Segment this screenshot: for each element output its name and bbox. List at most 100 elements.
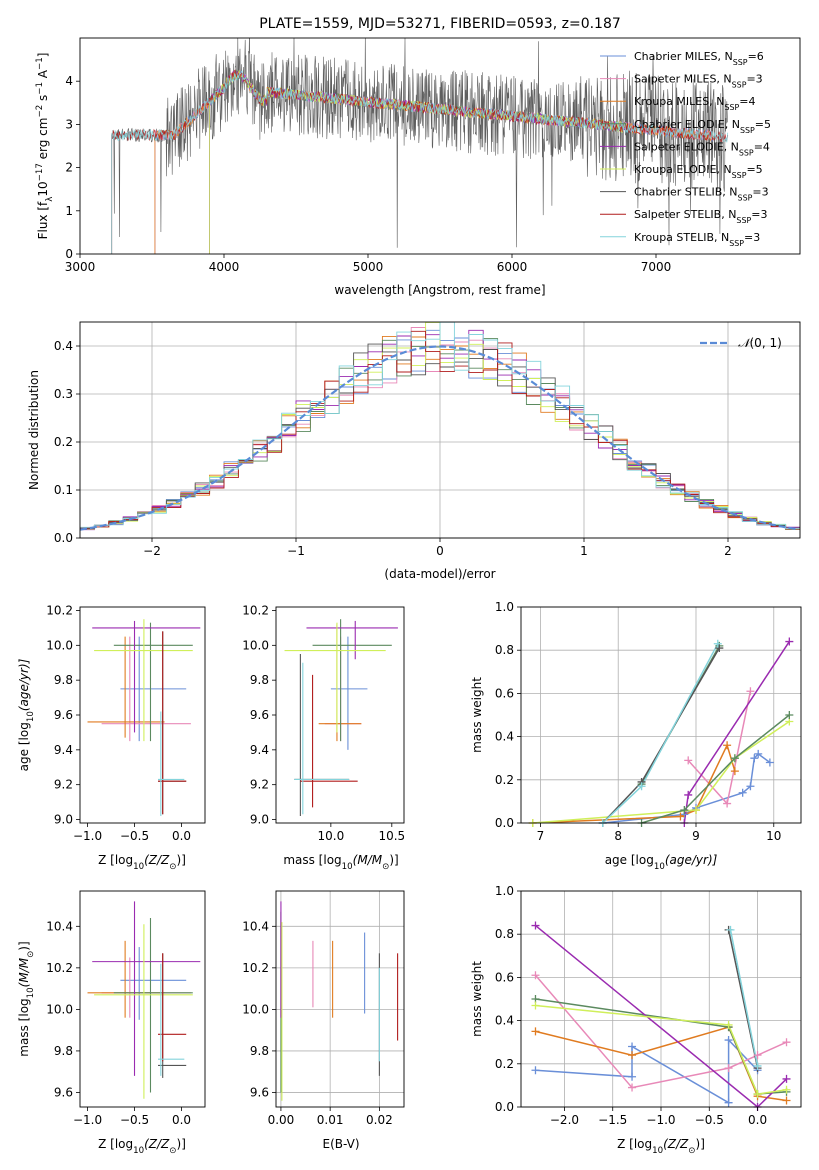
age-weight-axes: 7 8 9 10 0.0 0.2 0.4 0.6 0.8 1.0 <box>495 600 802 843</box>
label-part: Kroupa STELIB, N <box>634 231 729 244</box>
plot-area <box>87 901 201 1099</box>
label-part: (age/yr)] <box>665 853 718 867</box>
label-part: =4 <box>739 95 755 108</box>
y-axis-label: age [log10(age/yr)] <box>17 658 36 771</box>
y-tick-label: 0.2 <box>495 773 514 787</box>
y-tick-label: 0.4 <box>495 730 514 744</box>
y-tick-label: 9.8 <box>250 1044 269 1058</box>
label-part: =5 <box>746 163 762 176</box>
weight-marker-kroupa_miles <box>723 741 732 750</box>
x-tick-label: −1.5 <box>598 1113 627 1127</box>
y-axis-label: mass weight <box>470 677 484 753</box>
weight-marker-chabrier_miles <box>628 1042 637 1051</box>
y-tick-label: 9.6 <box>54 708 73 722</box>
label-part: Chabrier STELIB, N <box>634 186 738 199</box>
label-part: 10 <box>26 711 36 722</box>
residual-hist-kroupa_elodie <box>80 322 800 531</box>
y-tick-label: 0 <box>65 247 73 261</box>
plot-area <box>111 38 729 254</box>
y-tick-label: 10.2 <box>46 603 73 617</box>
x-tick-label: 8 <box>614 829 622 843</box>
label-part: Z [log <box>98 1137 133 1151</box>
y-tick-label: 0.0 <box>495 1100 514 1114</box>
y-tick-label: 10.0 <box>46 638 73 652</box>
y-tick-label: 0.8 <box>495 643 514 657</box>
residual-hist-salpeter_stelib <box>80 330 800 530</box>
y-tick-label: 9.8 <box>250 673 269 687</box>
weight-marker-kroupa_stelib <box>726 925 735 934</box>
x-tick-label: 0.01 <box>317 1113 344 1127</box>
label-part: (M/M <box>17 957 31 987</box>
chart-title: PLATE=1559, MJD=53271, FIBERID=0593, z=0… <box>259 16 621 32</box>
label-part: SSP <box>729 238 744 247</box>
weight-marker-salpeter_elodie <box>531 921 540 930</box>
weight-marker-chabrier_miles <box>750 754 759 763</box>
y-tick-label: 9.8 <box>54 1044 73 1058</box>
normal-curve <box>80 345 798 531</box>
label-part: 10 <box>654 862 665 872</box>
y-tick-label: 9.0 <box>250 813 269 827</box>
weight-marker-kroupa_stelib <box>753 1061 762 1070</box>
label-part: Z [log <box>617 1137 652 1151</box>
legend-entry: Salpeter STELIB, NSSP=3 <box>634 208 767 225</box>
plot-area <box>284 619 398 817</box>
weight-marker-salpeter_miles <box>628 1083 637 1092</box>
mass-age-axes: 10.0 10.5 9.0 9.2 9.4 9.6 9.8 10.0 10.2 <box>242 603 405 843</box>
x-tick-label: −2 <box>143 544 161 558</box>
x-tick-label: 10.5 <box>378 829 405 843</box>
x-axis-label: Z [log10(Z/Z⊙)] <box>98 853 186 872</box>
weight-line-salpeter_elodie <box>535 925 788 1107</box>
y-tick-label: 10.2 <box>46 961 73 975</box>
label-part: 10 <box>133 1146 144 1156</box>
x-tick-label: 6000 <box>497 260 528 274</box>
ebv-mass-axes: 0.00 0.01 0.02 9.6 9.8 10.0 10.2 10.4 <box>242 890 405 1127</box>
y-tick-label: 9.6 <box>54 1085 73 1099</box>
x-tick-label: 0.02 <box>366 1113 393 1127</box>
axes-frame <box>275 606 405 824</box>
weight-line-kroupa_elodie <box>535 1004 787 1095</box>
label-part: =5 <box>755 118 771 131</box>
label-part: 10 <box>133 862 144 872</box>
label-part: SSP <box>724 103 739 112</box>
label-part: 10 <box>652 1146 663 1156</box>
y-tick-label: 9.4 <box>250 743 269 757</box>
label-part: A <box>36 69 50 82</box>
y-tick-label: 9.0 <box>54 813 73 827</box>
label-part: SSP <box>732 80 747 89</box>
plot-area <box>80 322 800 531</box>
y-tick-label: 1.0 <box>495 600 514 614</box>
y-tick-label: 10.0 <box>46 1002 73 1016</box>
label-part: −17 <box>35 163 45 181</box>
y-tick-label: 9.2 <box>54 778 73 792</box>
weight-marker-chabrier_miles <box>754 749 763 758</box>
label-part: Z [log <box>98 853 133 867</box>
y-tick-label: 10.2 <box>242 961 269 975</box>
x-tick-label: 0.00 <box>268 1113 295 1127</box>
weight-marker-chabrier_miles <box>628 1072 637 1081</box>
x-tick-label: −1.0 <box>73 829 102 843</box>
weight-marker-kroupa_miles <box>782 1096 791 1105</box>
label-part: =3 <box>744 231 760 244</box>
x-tick-label: 0.0 <box>172 829 191 843</box>
weight-marker-chabrier_miles <box>765 758 774 767</box>
y-tick-label: 9.6 <box>250 708 269 722</box>
x-axis-label: Z [log10(Z/Z⊙)] <box>617 1137 705 1156</box>
weight-marker-kroupa_elodie <box>724 1020 733 1029</box>
y-axis-label: mass weight <box>470 961 484 1037</box>
label-part: =6 <box>748 50 764 63</box>
x-tick-label: 10.0 <box>317 829 344 843</box>
label-part: mass [log <box>17 998 31 1056</box>
x-tick-label: 4000 <box>209 260 240 274</box>
axes-frame <box>520 606 802 824</box>
z-mass-axes: −1.0 −0.5 0.0 9.6 9.8 10.0 10.2 10.4 <box>46 890 206 1127</box>
legend-entry: Kroupa STELIB, NSSP=3 <box>634 231 760 248</box>
plot-area <box>534 925 788 1107</box>
label-part: (0, 1) <box>750 336 782 350</box>
weight-marker-kroupa_elodie <box>531 1001 540 1010</box>
weight-marker-kroupa_miles <box>730 767 739 776</box>
label-part: 𝒩 <box>738 336 753 350</box>
z-age-axes: −1.0 −0.5 0.0 9.0 9.2 9.4 9.6 9.8 10.0 10.2 <box>46 603 206 843</box>
weight-marker-chabrier_miles <box>531 1066 540 1075</box>
weight-line-kroupa_miles <box>532 743 736 823</box>
